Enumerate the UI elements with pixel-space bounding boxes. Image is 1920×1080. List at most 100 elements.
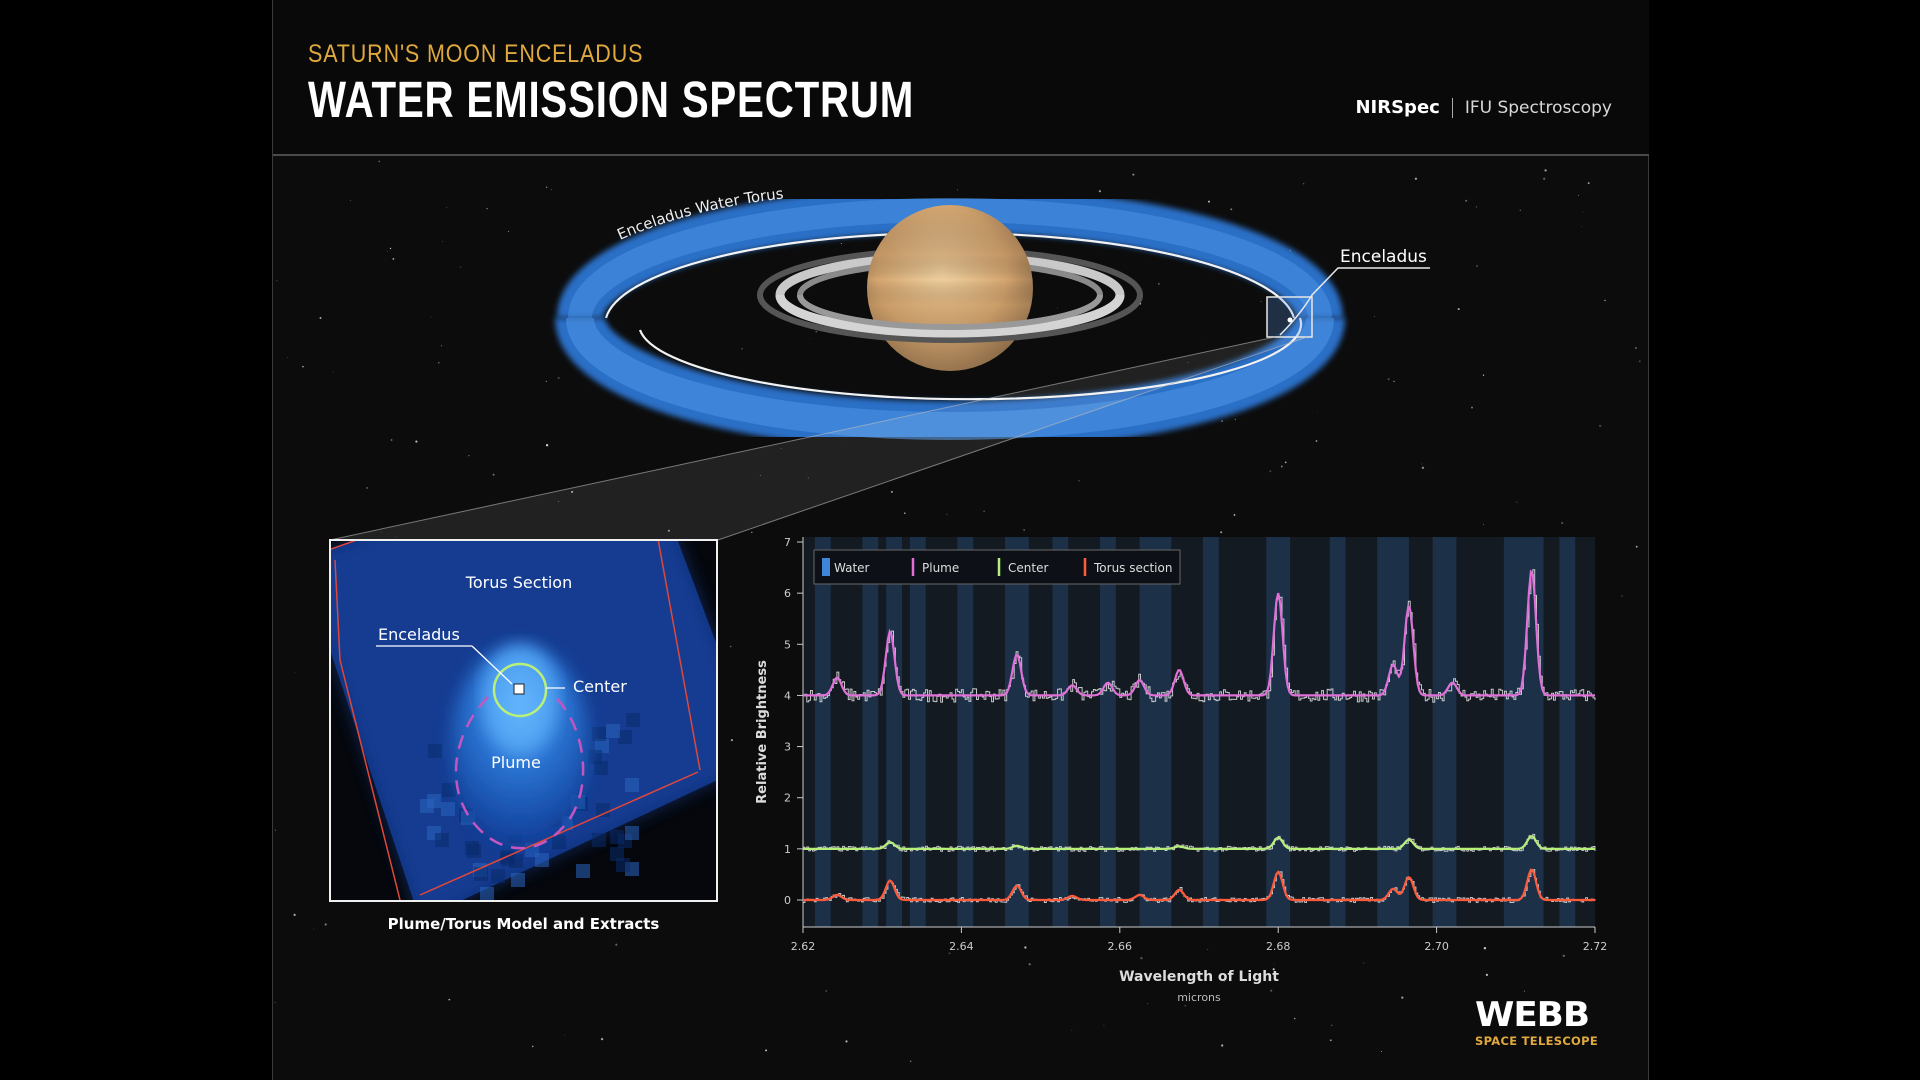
y-tick-label: 7 (784, 536, 791, 549)
inset-pixel (592, 833, 606, 847)
star (430, 316, 432, 318)
saturn-planet (867, 205, 1033, 371)
star (1315, 440, 1318, 442)
star (1331, 1024, 1333, 1027)
star (845, 1040, 848, 1043)
inset-pixel (610, 847, 624, 861)
star (324, 923, 327, 926)
star (1483, 947, 1487, 950)
enceladus-pixel (513, 683, 525, 695)
star (410, 928, 412, 930)
star (1208, 200, 1210, 203)
star (1266, 981, 1268, 983)
star (486, 207, 488, 210)
water-band (1377, 537, 1409, 927)
page-title: WATER EMISSION SPECTRUM (308, 71, 915, 128)
star (841, 447, 842, 449)
water-band (1005, 537, 1029, 927)
inset-pixel (491, 869, 505, 883)
page-subtitle: SATURN'S MOON ENCELADUS (308, 40, 644, 68)
inset-pixel (474, 867, 488, 881)
star (1233, 514, 1236, 516)
star (545, 380, 548, 383)
inset-pixel (428, 744, 442, 758)
star (1635, 347, 1637, 349)
star (1519, 209, 1521, 211)
star (1587, 182, 1590, 185)
star (825, 989, 828, 993)
inset-pixel (618, 730, 632, 744)
y-tick-label: 6 (784, 587, 791, 600)
star (615, 943, 618, 946)
star (571, 490, 574, 493)
zoom-line-right (717, 336, 1308, 541)
star (1578, 194, 1580, 196)
center-aperture (492, 662, 548, 718)
star (366, 487, 368, 489)
zoom-wedge (330, 337, 1307, 540)
enceladus-moon (1287, 317, 1293, 323)
header (273, 0, 1649, 154)
star (332, 371, 334, 373)
chart-plot-area (803, 537, 1595, 927)
inset-pixel (435, 833, 449, 847)
star (1103, 1024, 1105, 1026)
x-tick-label: 2.62 (791, 940, 816, 953)
star (492, 473, 495, 476)
star (730, 739, 733, 742)
instrument-label: NIRSpec IFU Spectroscopy (1355, 97, 1612, 118)
star (468, 454, 470, 457)
inset-pixel (441, 802, 455, 816)
inset-enceladus-label: Enceladus (378, 625, 460, 644)
star (378, 160, 381, 163)
x-tick-label: 2.72 (1583, 940, 1608, 953)
star (780, 447, 782, 450)
star (840, 243, 842, 245)
star (390, 439, 393, 441)
star (557, 376, 560, 379)
star (384, 258, 386, 260)
star (946, 513, 948, 515)
inset-pixel (625, 778, 639, 792)
star (1516, 501, 1518, 503)
inset-pixel (588, 750, 602, 764)
water-band (1329, 537, 1346, 927)
star (276, 279, 278, 282)
star (807, 477, 809, 479)
star (531, 1045, 534, 1048)
legend-label: Torus section (1093, 561, 1172, 575)
series-data-center (803, 833, 1596, 852)
star (1457, 308, 1460, 311)
star (1303, 183, 1305, 185)
y-tick-label: 0 (784, 894, 791, 907)
star (286, 357, 288, 358)
star (1158, 283, 1160, 285)
inset-plume-label: Plume (491, 753, 541, 772)
saturn-rings-front (757, 294, 1143, 343)
star (293, 913, 296, 917)
y-tick-label: 3 (784, 741, 791, 754)
star (1483, 523, 1485, 525)
star (1393, 380, 1395, 383)
series-model-center (803, 835, 1595, 850)
inset-pixel (509, 854, 523, 868)
star (1317, 411, 1319, 413)
webb-logo-word: WEBB (1475, 995, 1590, 1035)
inset-pixel (467, 844, 481, 858)
zoom-line-left (329, 336, 1276, 541)
star (446, 207, 448, 208)
inset-pixel (596, 803, 610, 817)
star (1270, 989, 1273, 992)
instrument-separator (1451, 97, 1453, 118)
inset-pixel (606, 724, 620, 738)
series-model-plume (803, 569, 1595, 697)
star (415, 440, 418, 443)
inset-pixel (626, 713, 640, 727)
inset-center-label: Center (573, 677, 627, 696)
star (1234, 418, 1236, 421)
water-band (909, 537, 926, 927)
inset-pixel (616, 858, 630, 872)
water-band (886, 537, 902, 927)
star (508, 230, 510, 232)
star (1582, 211, 1584, 213)
